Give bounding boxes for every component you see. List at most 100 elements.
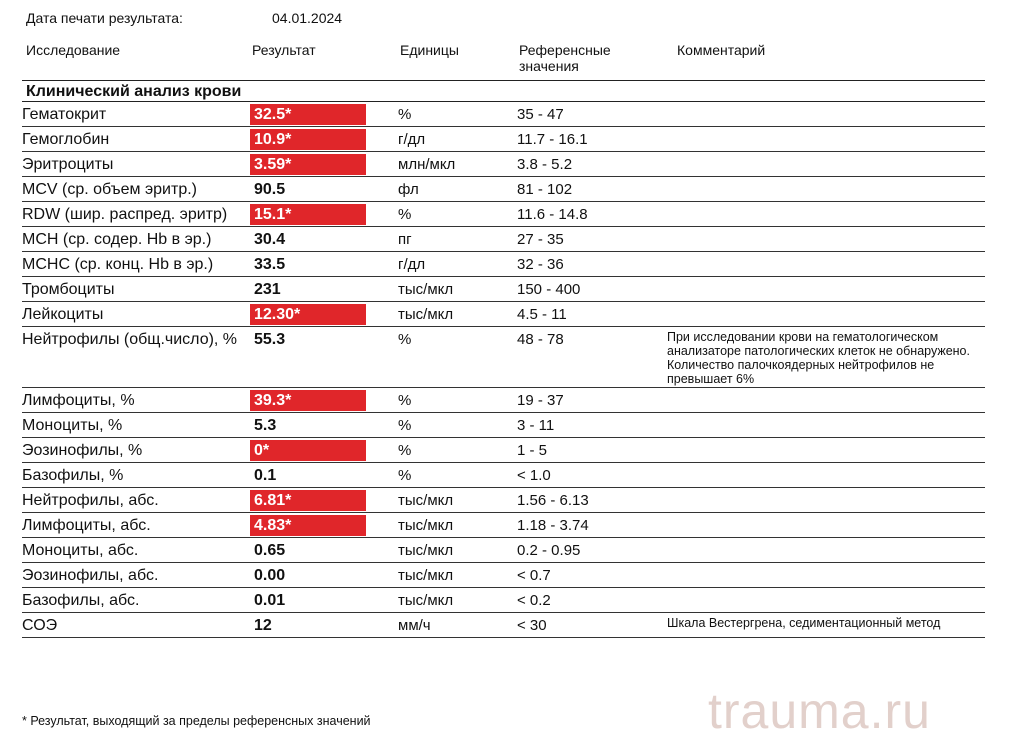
reference-range: 48 - 78 (517, 331, 564, 348)
test-name: Гематокрит (22, 106, 107, 123)
reference-range: 32 - 36 (517, 256, 564, 273)
result-value: 39.3* (250, 390, 366, 411)
result-row: MCH (ср. содер. Hb в эр.) 30.4 пг 27 - 35 (22, 227, 985, 252)
units: г/дл (398, 131, 426, 148)
test-name: Лимфоциты, % (22, 392, 135, 409)
units: % (398, 392, 412, 409)
test-name: Моноциты, % (22, 417, 123, 434)
result-value: 0* (250, 440, 366, 461)
result-value: 0.65 (254, 542, 286, 559)
test-name: MCH (ср. содер. Hb в эр.) (22, 231, 212, 248)
reference-range: 3 - 11 (517, 417, 555, 434)
result-row: Базофилы, абс. 0.01 тыс/мкл < 0.2 (22, 588, 985, 613)
units: тыс/мкл (398, 592, 454, 609)
result-value: 0.01 (254, 592, 286, 609)
result-value: 4.83* (250, 515, 366, 536)
reference-range: 150 - 400 (517, 281, 581, 298)
reference-range: 11.7 - 16.1 (517, 131, 588, 148)
reference-range: < 1.0 (517, 467, 551, 484)
test-name: Базофилы, % (22, 467, 124, 484)
result-value: 0.1 (254, 467, 277, 484)
comment: При исследовании крови на гематологическ… (667, 330, 970, 386)
result-row: Нейтрофилы, абс. 6.81* тыс/мкл 1.56 - 6.13 (22, 488, 985, 513)
units: тыс/мкл (398, 492, 454, 509)
results-table: Гематокрит 32.5*% 35 - 47 Гемоглобин 10.9* г/… (22, 102, 985, 638)
units: г/дл (398, 256, 426, 273)
comment: Шкала Вестергрена, седиментационный мето… (667, 616, 941, 630)
result-value: 33.5 (254, 256, 286, 273)
units: тыс/мкл (398, 567, 454, 584)
result-row: Моноциты, % 5.3% 3 - 11 (22, 413, 985, 438)
result-value: 0.00 (254, 567, 286, 584)
column-header: Результат (252, 42, 316, 58)
reference-range: 1.56 - 6.13 (517, 492, 589, 509)
reference-range: 3.8 - 5.2 (517, 156, 573, 173)
units: тыс/мкл (398, 517, 454, 534)
reference-range: 0.2 - 0.95 (517, 542, 581, 559)
result-row: Базофилы, % 0.1% < 1.0 (22, 463, 985, 488)
result-row: Гемоглобин 10.9* г/дл 11.7 - 16.1 (22, 127, 985, 152)
result-value: 6.81* (250, 490, 366, 511)
units: % (398, 467, 412, 484)
result-value: 12.30* (250, 304, 366, 325)
column-header: Комментарий (677, 42, 766, 58)
test-name: Лейкоциты (22, 306, 104, 323)
result-row: Лимфоциты, абс. 4.83* тыс/мкл 1.18 - 3.74 (22, 513, 985, 538)
reference-range: 35 - 47 (517, 106, 564, 123)
test-name: Тромбоциты (22, 281, 115, 298)
units: % (398, 442, 412, 459)
reference-range: 27 - 35 (517, 231, 564, 248)
result-row: Лейкоциты 12.30* тыс/мкл 4.5 - 11 (22, 302, 985, 327)
result-row: Гематокрит 32.5*% 35 - 47 (22, 102, 985, 127)
result-value: 10.9* (250, 129, 366, 150)
test-name: Базофилы, абс. (22, 592, 140, 609)
test-name: Нейтрофилы (общ.число), % (22, 331, 238, 348)
result-row: MCV (ср. объем эритр.) 90.5 фл 81 - 102 (22, 177, 985, 202)
test-name: Эритроциты (22, 156, 114, 173)
result-value: 32.5* (250, 104, 366, 125)
result-value: 231 (254, 281, 281, 298)
test-name: Гемоглобин (22, 131, 110, 148)
reference-range: < 0.2 (517, 592, 551, 609)
print-date: 04.01.2024 (272, 10, 343, 26)
units: фл (398, 181, 419, 198)
units: млн/мкл (398, 156, 456, 173)
test-name: Эозинофилы, % (22, 442, 143, 459)
reference-range: 4.5 - 11 (517, 306, 567, 323)
section-title: Клинический анализ крови (22, 80, 985, 102)
reference-range: 81 - 102 (517, 181, 573, 198)
result-value: 12 (254, 617, 272, 634)
result-value: 90.5 (254, 181, 286, 198)
reference-range: 11.6 - 14.8 (517, 206, 588, 223)
units: пг (398, 231, 412, 248)
column-header: Исследование (26, 42, 121, 58)
units: % (398, 206, 412, 223)
result-row: СОЭ 12 мм/ч < 30 Шкала Вестергрена, седимент… (22, 613, 985, 638)
print-date-label: Дата печати результата: (26, 10, 183, 26)
result-row: Эозинофилы, % 0*% 1 - 5 (22, 438, 985, 463)
reference-range: 1.18 - 3.74 (517, 517, 589, 534)
watermark: trauma.ru (708, 683, 931, 739)
test-name: Лимфоциты, абс. (22, 517, 151, 534)
footnote: * Результат, выходящий за пределы рефере… (22, 714, 371, 728)
units: % (398, 417, 412, 434)
result-value: 30.4 (254, 231, 286, 248)
reference-range: < 0.7 (517, 567, 551, 584)
units: тыс/мкл (398, 281, 454, 298)
units: тыс/мкл (398, 542, 454, 559)
result-value: 3.59* (250, 154, 366, 175)
units: % (398, 331, 412, 348)
column-header: Единицы (400, 42, 459, 58)
result-row: Эозинофилы, абс. 0.00 тыс/мкл < 0.7 (22, 563, 985, 588)
result-value: 15.1* (250, 204, 366, 225)
test-name: Эозинофилы, абс. (22, 567, 159, 584)
test-name: Моноциты, абс. (22, 542, 139, 559)
test-name: RDW (шир. распред. эритр) (22, 206, 228, 223)
result-row: Нейтрофилы (общ.число), % 55.3% 48 - 78 При… (22, 327, 985, 388)
test-name: СОЭ (22, 617, 58, 634)
units: % (398, 106, 412, 123)
result-row: Эритроциты 3.59* млн/мкл 3.8 - 5.2 (22, 152, 985, 177)
result-row: Моноциты, абс. 0.65 тыс/мкл 0.2 - 0.95 (22, 538, 985, 563)
result-row: RDW (шир. распред. эритр) 15.1*% 11.6 - 14… (22, 202, 985, 227)
